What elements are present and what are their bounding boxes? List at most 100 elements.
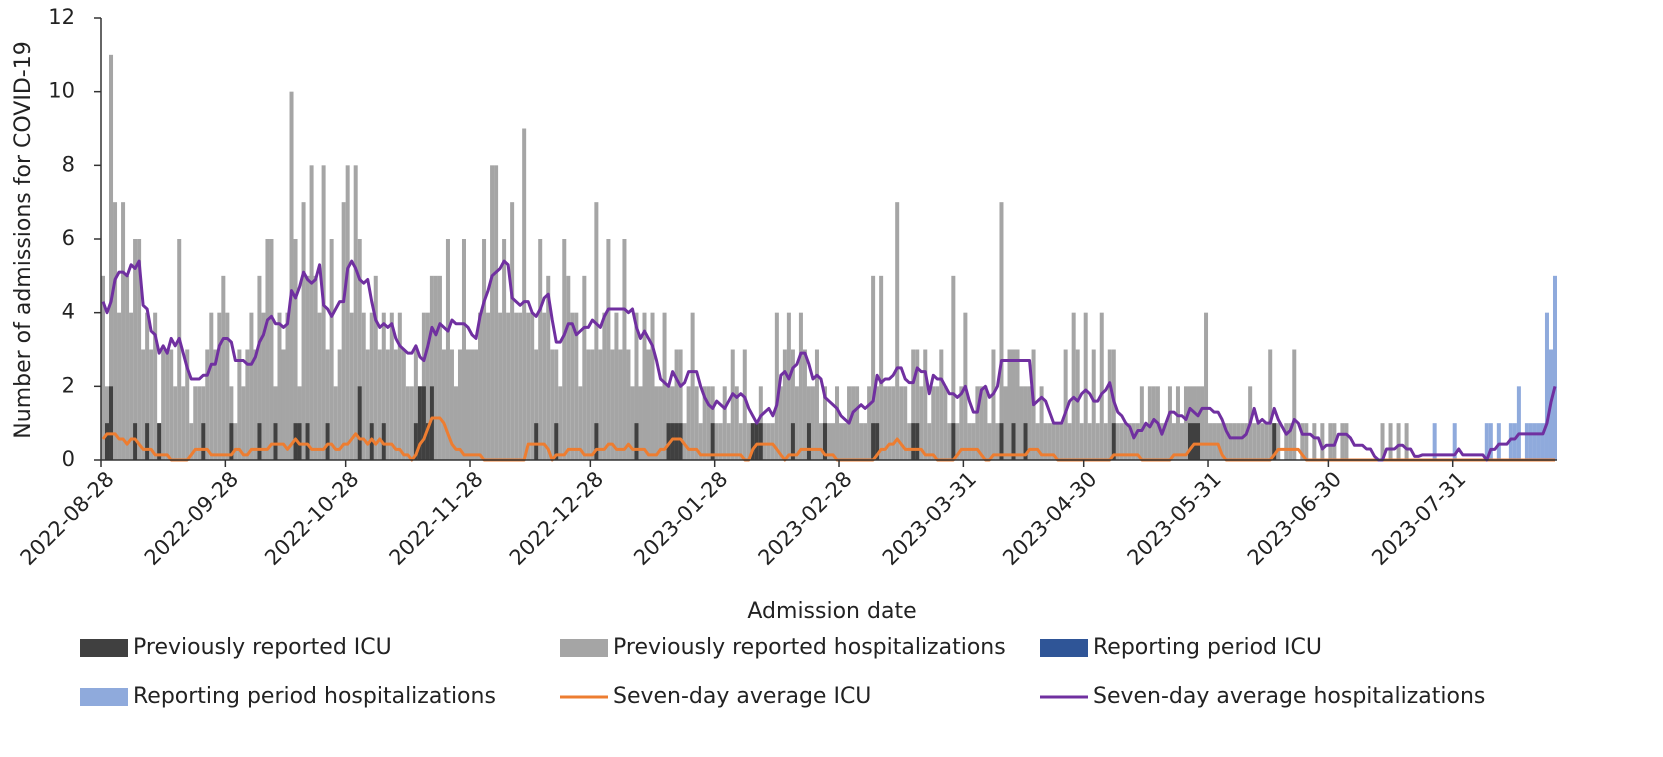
- legend-label: Reporting period ICU: [1093, 635, 1322, 660]
- bar: [1432, 423, 1437, 460]
- bar: [249, 312, 254, 460]
- bar: [217, 312, 222, 460]
- bar: [871, 275, 876, 460]
- bar: [433, 275, 438, 460]
- bar: [1047, 423, 1052, 460]
- bar: [293, 239, 298, 460]
- bar: [453, 386, 458, 460]
- x-tick-label: 2022-11-28: [385, 467, 488, 570]
- bar: [967, 423, 972, 460]
- bar: [1328, 423, 1333, 460]
- bar: [145, 423, 150, 460]
- bar: [1532, 423, 1537, 460]
- bar: [1183, 386, 1188, 460]
- y-tick-label: 0: [62, 447, 75, 471]
- x-tick-label: 2022-12-28: [505, 467, 608, 570]
- bar: [377, 349, 382, 460]
- bar: [522, 128, 527, 460]
- bar: [895, 202, 900, 460]
- bar: [590, 349, 595, 460]
- bar: [951, 275, 956, 460]
- legend-swatch: [560, 639, 608, 657]
- bar: [730, 349, 735, 460]
- bar: [574, 312, 579, 460]
- bar: [101, 275, 106, 460]
- bar: [678, 349, 683, 460]
- bar: [690, 312, 695, 460]
- bar: [389, 312, 394, 460]
- bar: [867, 386, 872, 460]
- bar: [526, 312, 531, 460]
- bar: [642, 312, 647, 460]
- bar: [1059, 423, 1064, 460]
- bar: [726, 423, 731, 460]
- bar: [173, 386, 178, 460]
- x-tick-label: 2023-07-31: [1367, 467, 1470, 570]
- bar: [518, 312, 523, 460]
- bar: [474, 349, 479, 460]
- bar: [121, 202, 126, 460]
- bar: [1320, 423, 1325, 460]
- bar: [1011, 349, 1016, 460]
- bar: [482, 239, 487, 460]
- bar: [1179, 423, 1184, 460]
- bar: [1079, 423, 1084, 460]
- bar: [1171, 423, 1176, 460]
- bar: [722, 386, 727, 460]
- legend-swatch: [80, 688, 128, 706]
- bar: [738, 423, 743, 460]
- bar: [409, 386, 414, 460]
- bar: [457, 349, 462, 460]
- bar: [313, 275, 318, 460]
- bar: [1232, 423, 1237, 460]
- bar: [658, 386, 663, 460]
- bar: [863, 423, 868, 460]
- bar: [762, 423, 767, 460]
- bar: [734, 386, 739, 460]
- bar: [706, 386, 711, 460]
- bar: [1208, 423, 1213, 460]
- bar: [919, 386, 924, 460]
- bar: [975, 386, 980, 460]
- bar: [269, 239, 274, 460]
- bar: [971, 423, 976, 460]
- bar: [1015, 349, 1020, 460]
- bar: [1212, 423, 1217, 460]
- bar: [369, 312, 374, 460]
- bar: [538, 239, 543, 460]
- bar: [357, 239, 362, 460]
- bar: [674, 423, 679, 460]
- bar: [490, 165, 495, 461]
- bar: [1540, 423, 1545, 460]
- bar: [1452, 423, 1457, 460]
- bar: [1288, 423, 1293, 460]
- bar: [534, 349, 539, 460]
- bar: [586, 349, 591, 460]
- bar: [951, 423, 956, 460]
- bar: [550, 349, 555, 460]
- bar: [393, 349, 398, 460]
- y-tick-label: 10: [48, 79, 75, 103]
- bar: [1260, 423, 1265, 460]
- bar: [185, 349, 190, 460]
- bar: [441, 349, 446, 460]
- bar: [742, 349, 747, 460]
- bar: [381, 423, 386, 460]
- bar: [1512, 423, 1517, 460]
- bar: [754, 423, 759, 460]
- bar: [369, 423, 374, 460]
- bar: [401, 349, 406, 460]
- bar: [879, 275, 884, 460]
- bar: [1035, 423, 1040, 460]
- bar: [329, 239, 334, 460]
- bar: [1244, 423, 1249, 460]
- bar: [1043, 423, 1048, 460]
- bar: [1063, 349, 1068, 460]
- bar: [169, 349, 174, 460]
- bar: [662, 312, 667, 460]
- bar: [466, 349, 471, 460]
- bar: [899, 386, 904, 460]
- bar: [1163, 423, 1168, 460]
